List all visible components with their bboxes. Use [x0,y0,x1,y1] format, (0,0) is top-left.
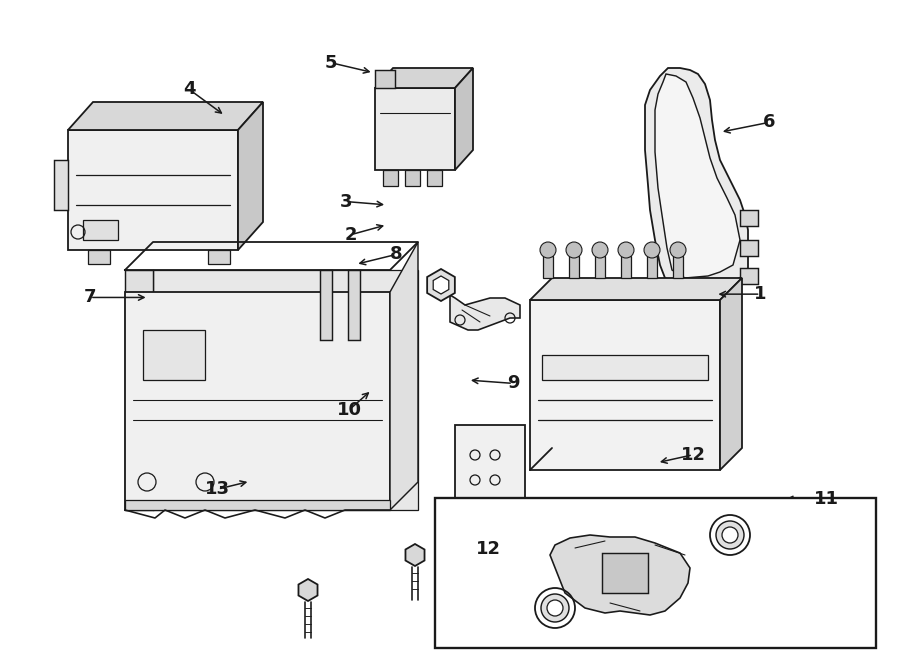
Text: 11: 11 [814,490,839,508]
Polygon shape [153,270,418,510]
Polygon shape [740,268,758,284]
Polygon shape [125,270,153,510]
Text: 5: 5 [325,54,338,72]
Text: 12: 12 [680,446,706,464]
Circle shape [547,600,563,616]
Text: 8: 8 [390,245,402,264]
Circle shape [618,242,634,258]
Text: 10: 10 [337,401,362,419]
Polygon shape [348,270,360,340]
Circle shape [644,242,660,258]
Polygon shape [455,425,525,545]
Polygon shape [550,535,690,615]
Polygon shape [602,553,648,593]
Polygon shape [645,68,748,286]
Polygon shape [621,256,631,278]
Polygon shape [542,355,708,380]
Polygon shape [595,256,605,278]
Circle shape [566,242,582,258]
Polygon shape [685,278,699,292]
Bar [435,498,876,648]
Circle shape [716,521,744,549]
Polygon shape [740,240,758,256]
Circle shape [541,594,569,622]
Polygon shape [143,330,205,380]
Polygon shape [375,68,473,88]
Text: 13: 13 [205,480,230,498]
Polygon shape [320,270,332,340]
Polygon shape [125,500,390,510]
Polygon shape [383,170,398,186]
Polygon shape [673,256,683,278]
Text: 12: 12 [476,539,501,558]
Polygon shape [208,250,230,264]
Text: 9: 9 [507,374,519,393]
Polygon shape [405,170,420,186]
Polygon shape [670,278,684,292]
Polygon shape [88,250,110,264]
Polygon shape [54,160,68,210]
Polygon shape [125,292,390,510]
Polygon shape [238,102,263,250]
Polygon shape [390,242,418,510]
Polygon shape [83,220,118,240]
Polygon shape [375,88,455,170]
Polygon shape [427,170,442,186]
Circle shape [722,527,738,543]
Text: 2: 2 [345,225,357,244]
Polygon shape [543,256,553,278]
Circle shape [670,242,686,258]
Circle shape [540,242,556,258]
Polygon shape [569,256,579,278]
Circle shape [592,242,608,258]
Polygon shape [455,68,473,170]
Polygon shape [530,278,742,300]
Text: 1: 1 [754,285,767,303]
Polygon shape [375,70,395,88]
Polygon shape [720,278,742,470]
Text: 6: 6 [763,113,776,132]
Polygon shape [655,74,740,278]
Polygon shape [647,256,657,278]
Polygon shape [68,130,238,250]
Text: 7: 7 [84,288,96,307]
Polygon shape [450,295,520,330]
Polygon shape [740,210,758,226]
Text: 3: 3 [340,192,353,211]
Polygon shape [700,278,714,292]
Polygon shape [68,102,263,130]
Polygon shape [530,300,720,470]
Polygon shape [715,278,729,292]
Text: 4: 4 [183,80,195,98]
